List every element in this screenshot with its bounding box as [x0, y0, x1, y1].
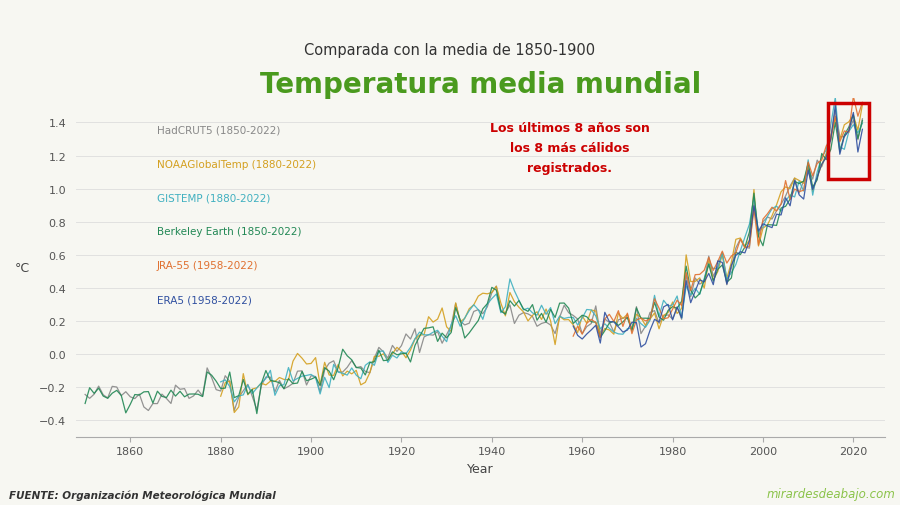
- Text: ERA5 (1958-2022): ERA5 (1958-2022): [157, 294, 252, 305]
- Y-axis label: °C: °C: [15, 261, 30, 274]
- Text: Los últimos 8 años son
los 8 más cálidos
registrados.: Los últimos 8 años son los 8 más cálidos…: [490, 122, 650, 175]
- Text: Berkeley Earth (1850-2022): Berkeley Earth (1850-2022): [157, 227, 302, 237]
- Text: GISTEMP (1880-2022): GISTEMP (1880-2022): [157, 193, 270, 203]
- Text: mirardesdeabajo.com: mirardesdeabajo.com: [767, 487, 896, 500]
- Title: Temperatura media mundial: Temperatura media mundial: [260, 71, 701, 98]
- Text: HadCRUT5 (1850-2022): HadCRUT5 (1850-2022): [157, 126, 280, 135]
- Bar: [828, 104, 869, 179]
- Text: JRA-55 (1958-2022): JRA-55 (1958-2022): [157, 261, 258, 271]
- X-axis label: Year: Year: [467, 462, 494, 475]
- Text: FUENTE: Organización Meteorológica Mundial: FUENTE: Organización Meteorológica Mundi…: [9, 489, 275, 500]
- Text: NOAAGlobalTemp (1880-2022): NOAAGlobalTemp (1880-2022): [157, 160, 316, 169]
- Text: Comparada con la media de 1850-1900: Comparada con la media de 1850-1900: [304, 43, 596, 58]
